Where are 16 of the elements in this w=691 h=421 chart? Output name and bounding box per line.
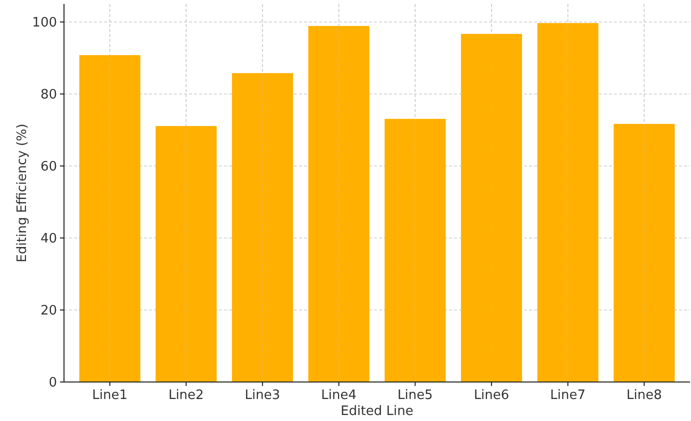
x-tick-label: Line8 (626, 388, 662, 403)
y-tick-label: 40 (40, 232, 57, 247)
x-tick-label: Line1 (92, 388, 128, 403)
x-axis-title: Edited Line (340, 404, 414, 419)
y-tick-label: 0 (48, 376, 57, 391)
y-tick-label: 100 (32, 16, 57, 31)
y-axis-title: Editing Efficiency (%) (15, 124, 30, 262)
x-tick-label: Line6 (474, 388, 510, 403)
x-tick-label: Line4 (321, 388, 357, 403)
y-tick-label: 80 (40, 88, 57, 103)
y-tick-label: 60 (40, 160, 57, 175)
x-tick-label: Line5 (397, 388, 433, 403)
x-tick-label: Line7 (550, 388, 586, 403)
x-tick-label: Line2 (168, 388, 204, 403)
x-tick-label: Line3 (244, 388, 280, 403)
y-tick-label: 20 (40, 304, 57, 319)
